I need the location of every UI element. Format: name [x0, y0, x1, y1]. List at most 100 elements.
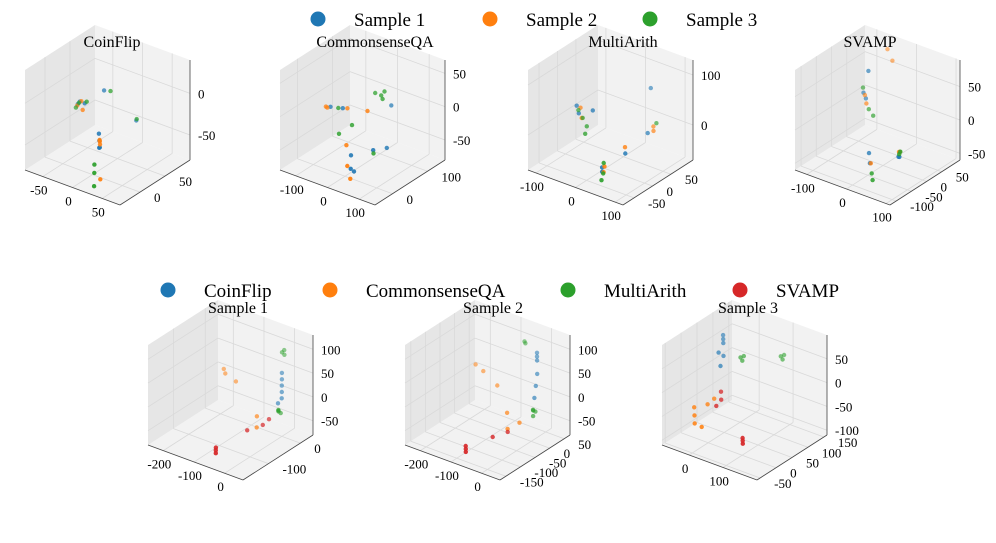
y-tick-label: -50 — [925, 189, 942, 204]
data-point — [860, 85, 866, 90]
data-point — [781, 352, 787, 358]
z-tick-label: 0 — [321, 390, 328, 405]
x-tick-label: -100 — [435, 468, 459, 483]
subplot-title: SVAMP — [843, 34, 896, 51]
data-point — [371, 151, 376, 156]
data-point — [738, 355, 743, 360]
data-point — [490, 434, 495, 440]
left-pane — [528, 25, 598, 170]
data-point — [98, 177, 103, 182]
series-coinflip — [275, 370, 285, 406]
data-point — [535, 371, 540, 377]
back-pane — [218, 300, 313, 435]
data-point — [348, 176, 353, 181]
data-point — [898, 149, 903, 154]
data-point — [741, 353, 746, 359]
x-tick-label: -100 — [280, 182, 304, 197]
left-pane — [795, 25, 865, 170]
legend-marker-sample-3 — [642, 11, 658, 27]
data-point — [384, 145, 389, 151]
y-tick-label: 50 — [685, 172, 698, 187]
legend-label-sample-2: Sample 2 — [526, 10, 597, 31]
data-point — [602, 164, 607, 169]
data-point — [869, 171, 874, 176]
data-point — [278, 410, 283, 416]
subplot-title: CoinFlip — [84, 34, 141, 51]
data-point — [866, 150, 872, 156]
data-point — [740, 441, 745, 446]
subplot-title: Sample 3 — [718, 300, 778, 317]
z-tick-label: 50 — [968, 80, 981, 95]
series-sample-3 — [336, 89, 387, 156]
data-point — [345, 106, 350, 111]
y-tick-label: -50 — [549, 456, 566, 471]
data-point — [778, 354, 783, 359]
data-point — [382, 89, 387, 94]
data-point — [714, 403, 719, 409]
y-tick-label: 0 — [564, 446, 571, 461]
z-tick-label: -50 — [198, 128, 215, 143]
z-tick-label: 0 — [968, 113, 975, 128]
data-point — [868, 161, 873, 166]
back-pane — [475, 300, 570, 435]
series-sample-2 — [323, 104, 370, 181]
x-tick-label: 100 — [872, 210, 892, 225]
grid-lines — [24, 31, 191, 199]
z-tick-label: -50 — [835, 399, 852, 414]
x-tick-label: 100 — [709, 474, 729, 489]
data-point — [373, 90, 378, 96]
data-point — [223, 371, 228, 376]
data-point — [73, 105, 79, 110]
z-tick-label: 50 — [835, 352, 848, 367]
data-point — [282, 352, 287, 357]
data-point — [371, 148, 376, 153]
data-point — [504, 410, 510, 415]
data-point — [379, 93, 384, 98]
data-point — [344, 143, 349, 148]
data-point — [233, 379, 239, 384]
x-tick-label: 0 — [217, 479, 224, 494]
axis-lines — [404, 335, 571, 481]
data-point — [351, 169, 357, 174]
z-tick-label: 100 — [321, 342, 341, 357]
series-multiarith — [738, 352, 787, 363]
data-point — [97, 137, 102, 143]
data-point — [692, 413, 697, 418]
back-pane — [865, 25, 960, 160]
series-multiarith — [276, 347, 287, 416]
data-point — [380, 96, 385, 102]
data-point — [134, 116, 139, 122]
data-point — [97, 142, 103, 147]
axis-lines — [794, 60, 961, 206]
data-point — [534, 354, 540, 359]
series-commonsenseqa — [221, 366, 260, 430]
legend-marker-commonsenseqa — [322, 282, 338, 298]
data-point — [576, 107, 581, 113]
grid-lines — [404, 303, 571, 477]
x-tick-label: 0 — [682, 461, 689, 476]
data-point — [325, 105, 330, 110]
data-point — [651, 128, 656, 134]
data-point — [495, 383, 500, 388]
data-point — [389, 103, 394, 108]
left-pane — [148, 300, 218, 445]
grid-lines — [661, 302, 828, 479]
data-point — [108, 88, 113, 94]
data-point — [221, 366, 226, 372]
data-point — [505, 429, 510, 435]
subplot-coinflip: -50 0 50 0 50 -50 0 CoinFlip — [24, 25, 215, 219]
series-svamp — [714, 389, 745, 446]
legend-label-sample-1: Sample 1 — [354, 10, 425, 31]
legend-marker-multiarith — [560, 282, 576, 298]
subplot-title: Sample 2 — [463, 300, 523, 317]
data-point — [599, 178, 604, 183]
z-tick-label: 50 — [578, 366, 591, 381]
data-point — [712, 396, 717, 401]
data-point — [890, 58, 895, 63]
data-point — [279, 389, 284, 395]
data-point — [699, 424, 704, 430]
z-tick-label: 0 — [198, 86, 205, 101]
legend-label-svamp: SVAMP — [776, 281, 839, 302]
legend-marker-svamp — [732, 282, 748, 298]
y-tick-label: 150 — [838, 435, 858, 450]
